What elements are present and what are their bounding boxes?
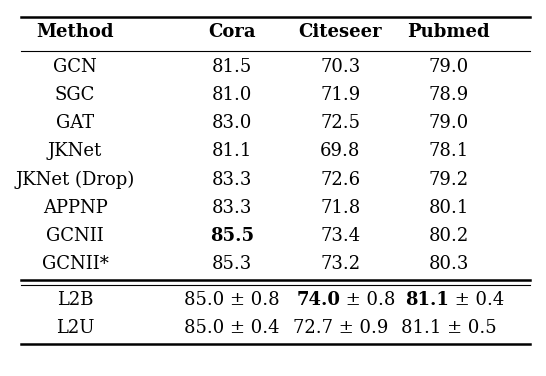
Text: ± 0.8: ± 0.8 bbox=[340, 291, 396, 309]
Text: 79.0: 79.0 bbox=[429, 114, 468, 132]
Text: 81.5: 81.5 bbox=[212, 58, 252, 76]
Text: 85.3: 85.3 bbox=[212, 255, 252, 273]
Text: Cora: Cora bbox=[208, 23, 256, 41]
Text: 78.9: 78.9 bbox=[429, 86, 468, 104]
Text: 78.1: 78.1 bbox=[429, 143, 468, 160]
Text: 80.2: 80.2 bbox=[429, 227, 468, 245]
Text: 69.8: 69.8 bbox=[320, 143, 360, 160]
Text: APPNP: APPNP bbox=[43, 199, 108, 217]
Text: L2B: L2B bbox=[57, 291, 93, 309]
Text: Pubmed: Pubmed bbox=[407, 23, 490, 41]
Text: 81.1 ± 0.5: 81.1 ± 0.5 bbox=[401, 320, 496, 337]
Text: 72.6: 72.6 bbox=[320, 171, 360, 188]
Text: 85.5: 85.5 bbox=[210, 227, 254, 245]
Text: GCNII: GCNII bbox=[46, 227, 104, 245]
Text: 83.3: 83.3 bbox=[212, 199, 252, 217]
Text: 72.7 ± 0.9: 72.7 ± 0.9 bbox=[293, 320, 388, 337]
Text: Citeseer: Citeseer bbox=[299, 23, 382, 41]
Text: 81.1: 81.1 bbox=[212, 143, 252, 160]
Text: GCNII*: GCNII* bbox=[41, 255, 109, 273]
Text: 80.3: 80.3 bbox=[429, 255, 468, 273]
Text: 85.0 ± 0.4: 85.0 ± 0.4 bbox=[184, 320, 280, 337]
Text: GCN: GCN bbox=[53, 58, 97, 76]
Text: Method: Method bbox=[36, 23, 114, 41]
Text: 83.3: 83.3 bbox=[212, 171, 252, 188]
Text: ± 0.4: ± 0.4 bbox=[449, 291, 504, 309]
Text: 79.0: 79.0 bbox=[429, 58, 468, 76]
Text: 79.2: 79.2 bbox=[429, 171, 468, 188]
Text: 83.0: 83.0 bbox=[212, 114, 252, 132]
Text: 85.0 ± 0.8: 85.0 ± 0.8 bbox=[184, 291, 280, 309]
Text: 74.0: 74.0 bbox=[296, 291, 340, 309]
Text: L2U: L2U bbox=[56, 320, 94, 337]
Text: JKNet (Drop): JKNet (Drop) bbox=[15, 170, 135, 189]
Text: 73.4: 73.4 bbox=[320, 227, 360, 245]
Text: 71.9: 71.9 bbox=[320, 86, 360, 104]
Text: JKNet: JKNet bbox=[48, 143, 102, 160]
Text: GAT: GAT bbox=[56, 114, 94, 132]
Text: 81.1: 81.1 bbox=[405, 291, 449, 309]
Text: 71.8: 71.8 bbox=[320, 199, 360, 217]
Text: 81.0: 81.0 bbox=[212, 86, 252, 104]
Text: 80.1: 80.1 bbox=[429, 199, 468, 217]
Text: SGC: SGC bbox=[55, 86, 95, 104]
Text: 70.3: 70.3 bbox=[320, 58, 360, 76]
Text: 72.5: 72.5 bbox=[321, 114, 360, 132]
Text: 73.2: 73.2 bbox=[320, 255, 360, 273]
